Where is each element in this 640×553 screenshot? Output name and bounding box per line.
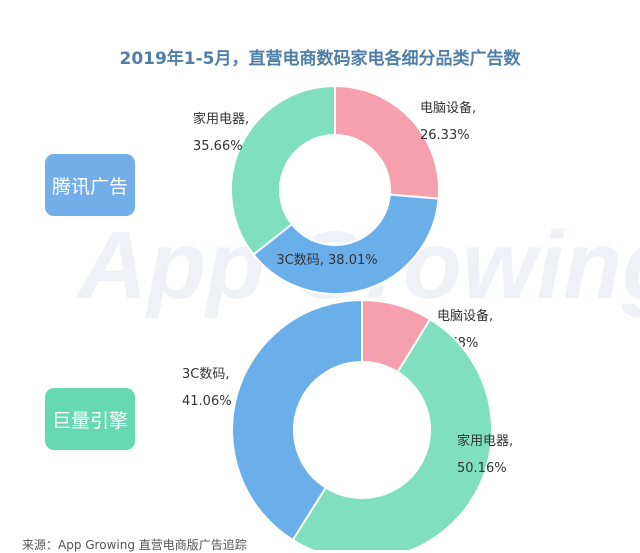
slice-value-digital: 41.06% — [182, 394, 232, 409]
slice-label-digital: 3C数码, 38.01% — [276, 253, 377, 268]
slice-label-digital: 3C数码, — [182, 367, 229, 382]
source-note: 来源：App Growing 直营电商版广告追踪 — [22, 538, 247, 552]
slice-appliance — [230, 84, 336, 256]
slice-label-appliance: 家用电器, — [193, 111, 249, 127]
slice-digital — [252, 193, 440, 295]
slice-value-computer: 26.33% — [420, 128, 470, 143]
slice-digital — [231, 298, 363, 542]
slice-label-appliance: 家用电器, — [457, 433, 513, 449]
juliang-engine-button[interactable]: 巨量引擎 — [45, 388, 135, 450]
slice-value-appliance: 35.66% — [193, 139, 243, 154]
chart-title: 2019年1-5月，直营电商数码家电各细分品类广告数 — [119, 49, 521, 69]
tencent-ads-button[interactable]: 腾讯广告 — [45, 154, 135, 216]
slice-label-computer: 电脑设备, — [420, 100, 476, 116]
slice-computer — [334, 84, 440, 200]
slice-value-appliance: 50.16% — [457, 461, 507, 476]
slice-appliance — [291, 317, 494, 550]
slice-label-computer: 电脑设备, — [437, 308, 493, 324]
